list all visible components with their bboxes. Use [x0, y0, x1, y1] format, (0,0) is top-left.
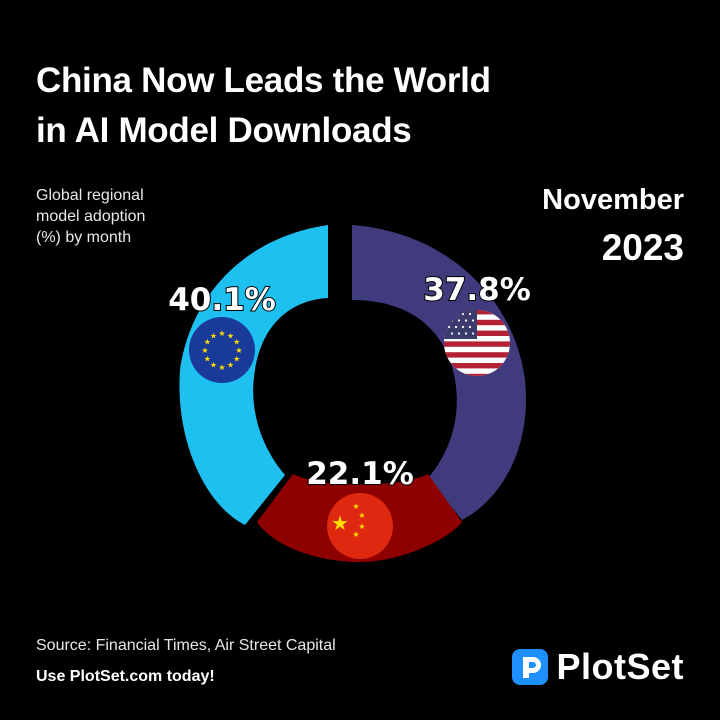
- china-flag-icon: ★ ★ ★ ★ ★: [327, 493, 393, 559]
- period-label: November 2023: [542, 180, 684, 274]
- chart-subtitle: Global regional model adoption (%) by mo…: [36, 185, 236, 248]
- source-note: Source: Financial Times, Air Street Capi…: [36, 637, 336, 654]
- svg-text:★: ★: [352, 502, 359, 511]
- eu-flag-icon: ★★★★★★★★★ ★ ★★: [189, 317, 255, 383]
- slice-label-eu: 40.1%: [168, 282, 276, 318]
- svg-text:★: ★: [358, 522, 365, 531]
- chart-title: China Now Leads the World in AI Model Do…: [36, 56, 596, 156]
- slice-label-china: 22.1%: [306, 456, 414, 492]
- svg-text:★: ★: [358, 511, 365, 520]
- title-line-2: in AI Model Downloads: [36, 111, 412, 150]
- svg-text:★: ★: [204, 338, 211, 347]
- slice-label-us: 37.8%: [423, 272, 531, 308]
- svg-text:★: ★: [210, 331, 217, 340]
- svg-text:★: ★: [331, 511, 349, 535]
- plotset-logo-icon: [512, 649, 549, 685]
- svg-text:★: ★: [218, 329, 225, 338]
- period-month: November: [542, 184, 684, 216]
- svg-text:★: ★: [218, 363, 225, 372]
- brand-name: PlotSet: [556, 646, 684, 687]
- subtitle-line-3: (%) by month: [36, 229, 132, 246]
- svg-text:★: ★: [233, 355, 240, 364]
- subtitle-line-2: model adoption: [36, 208, 146, 225]
- svg-text:★: ★: [235, 346, 242, 355]
- slice-us: [352, 225, 526, 520]
- period-year: 2023: [601, 227, 684, 268]
- svg-text:★: ★: [227, 361, 234, 370]
- subtitle-line-1: Global regional: [36, 187, 144, 204]
- svg-text:★: ★: [201, 346, 208, 355]
- title-line-1: China Now Leads the World: [36, 61, 491, 100]
- svg-text:★: ★: [352, 530, 359, 539]
- svg-text:★: ★: [233, 338, 240, 347]
- slice-eu: [179, 225, 328, 525]
- brand-logo: PlotSet: [512, 646, 684, 688]
- cta-text: Use PlotSet.com today!: [36, 668, 215, 685]
- svg-text:★: ★: [227, 331, 234, 340]
- svg-text:★: ★: [204, 355, 211, 364]
- svg-text:★: ★: [210, 361, 217, 370]
